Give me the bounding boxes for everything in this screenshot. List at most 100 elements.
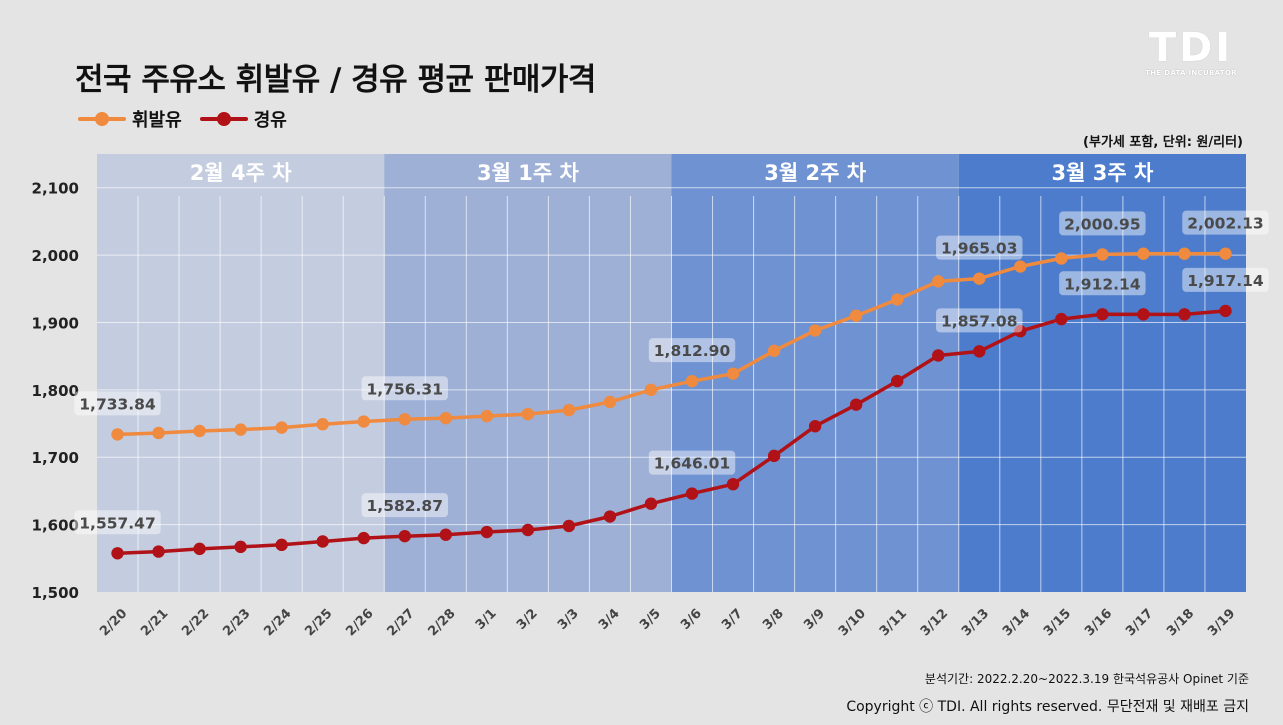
y-tick-label: 2,000 — [32, 247, 79, 265]
tdi-tagline: THE DATA INCUBATOR — [1145, 69, 1237, 77]
diesel-point — [152, 545, 165, 558]
x-tick-label: 3/12 — [918, 606, 951, 639]
x-tick-label: 3/16 — [1082, 606, 1115, 639]
gasoline-label-box — [936, 235, 1023, 260]
diesel-point — [685, 487, 699, 500]
x-tick-label: 3/3 — [555, 606, 582, 633]
gasoline-data-label: 2,002.13 — [1187, 215, 1264, 233]
gasoline-point — [685, 374, 699, 388]
x-tick-label: 2/24 — [261, 606, 294, 639]
x-tick-label: 3/14 — [1000, 606, 1033, 639]
gasoline-point — [808, 324, 822, 337]
x-tick-label: 2/22 — [179, 606, 212, 639]
x-tick-label: 2/23 — [220, 606, 253, 639]
gasoline-data-label: 1,965.03 — [941, 240, 1018, 258]
x-tick-label: 3/17 — [1123, 606, 1156, 639]
diesel-data-label: 1,646.01 — [654, 455, 731, 473]
source-note: 분석기간: 2022.2.20~2022.3.19 한국석유공사 Opinet … — [924, 672, 1249, 686]
x-tick-label: 2/20 — [97, 606, 130, 639]
gasoline-data-label: 1,812.90 — [654, 342, 731, 360]
gasoline-label-box — [1182, 210, 1269, 235]
diesel-data-label: 1,912.14 — [1064, 275, 1141, 293]
gasoline-point — [644, 383, 658, 397]
legend-gasoline-marker-icon — [78, 111, 126, 127]
legend: 휘발유 경유 — [78, 106, 305, 132]
gasoline-point — [439, 411, 453, 425]
y-tick-label: 1,600 — [32, 517, 79, 535]
legend-diesel-label: 경유 — [253, 110, 287, 131]
legend-diesel-marker-icon — [199, 111, 248, 127]
gasoline-point — [603, 395, 617, 409]
gasoline-point — [890, 293, 904, 306]
diesel-label-box — [648, 450, 736, 475]
diesel-data-label: 1,917.14 — [1187, 272, 1264, 290]
week-label-3: 3월 2주 차 — [764, 161, 866, 185]
gasoline-point — [357, 415, 370, 428]
gasoline-line — [115, 251, 1228, 437]
diesel-point — [808, 420, 822, 433]
y-tick-label: 1,900 — [32, 314, 79, 332]
x-tick-label: 3/6 — [678, 606, 705, 633]
legend-item-diesel: 경유 — [199, 106, 287, 132]
gasoline-point — [932, 275, 945, 288]
gasoline-data-label: 1,756.31 — [367, 380, 444, 398]
x-tick-label: 3/10 — [836, 606, 869, 639]
diesel-point — [1055, 312, 1068, 326]
tdi-logo: TDI THE DATA INCUBATOR — [1135, 28, 1247, 77]
diesel-point — [1219, 304, 1232, 318]
diesel-point — [1014, 325, 1027, 338]
week-label-1: 2월 4주 차 — [190, 161, 292, 185]
gasoline-point — [1014, 260, 1027, 273]
x-tick-label: 3/18 — [1164, 606, 1197, 639]
diesel-point — [439, 528, 453, 541]
x-tick-label: 2/21 — [138, 606, 171, 639]
gasoline-data-label: 1,733.84 — [79, 395, 156, 413]
x-axis: 2/20 2/21 2/22 2/23 2/24 2/25 2/26 2/27 2/28 3/1 3… — [97, 606, 1238, 639]
gasoline-point — [234, 423, 247, 436]
week-band-3 — [671, 154, 959, 592]
gasoline-point — [562, 403, 576, 417]
gasoline-point — [1096, 248, 1109, 261]
x-tick-label: 2/28 — [425, 606, 458, 639]
diesel-point — [316, 535, 329, 548]
diesel-point — [521, 523, 535, 537]
diesel-label-box — [361, 493, 448, 518]
gasoline-label-box — [1059, 211, 1146, 236]
series — [111, 247, 1232, 560]
diesel-point — [767, 449, 781, 463]
gasoline-point — [111, 428, 124, 441]
x-tick-label: 3/9 — [801, 606, 828, 633]
data-labels: 1,733.84 1,756.31 1,812.90 1,965.03 2,000.95… — [74, 210, 1269, 535]
diesel-point — [398, 529, 411, 543]
gasoline-label-box — [74, 391, 161, 416]
unit-note: (부가세 포함, 단위: 원/리터) — [1083, 135, 1243, 150]
week-band-1 — [97, 154, 385, 592]
diesel-label-box — [1182, 267, 1269, 292]
gasoline-point — [316, 418, 329, 431]
legend-item-gasoline: 휘발유 — [78, 106, 182, 132]
x-tick-label: 2/26 — [343, 606, 376, 639]
gasoline-data-label: 2,000.95 — [1064, 215, 1141, 233]
diesel-line — [115, 309, 1228, 556]
y-tick-label: 1,700 — [32, 449, 79, 467]
gasoline-point — [767, 344, 781, 357]
gasoline-point — [1137, 247, 1150, 260]
diesel-point — [644, 497, 658, 510]
diesel-point — [603, 510, 617, 523]
tdi-logo-text: TDI — [1148, 25, 1234, 71]
diesel-label-box — [74, 510, 161, 535]
x-tick-label: 3/11 — [877, 606, 910, 639]
gasoline-point — [398, 413, 411, 426]
y-tick-label: 1,800 — [32, 382, 79, 400]
x-tick-label: 2/25 — [302, 606, 335, 639]
week-label-4: 3월 3주 차 — [1051, 161, 1153, 185]
diesel-point — [890, 374, 904, 388]
gasoline-point — [849, 309, 863, 322]
diesel-point — [1178, 308, 1191, 321]
week-band-4 — [958, 154, 1246, 592]
gasoline-point — [152, 426, 165, 440]
copyright-note: Copyright ⓒ TDI. All rights reserved. 무단… — [846, 699, 1249, 715]
legend-gasoline-label: 휘발유 — [132, 110, 182, 131]
x-tick-label: 3/7 — [719, 606, 746, 633]
diesel-point — [357, 531, 370, 545]
